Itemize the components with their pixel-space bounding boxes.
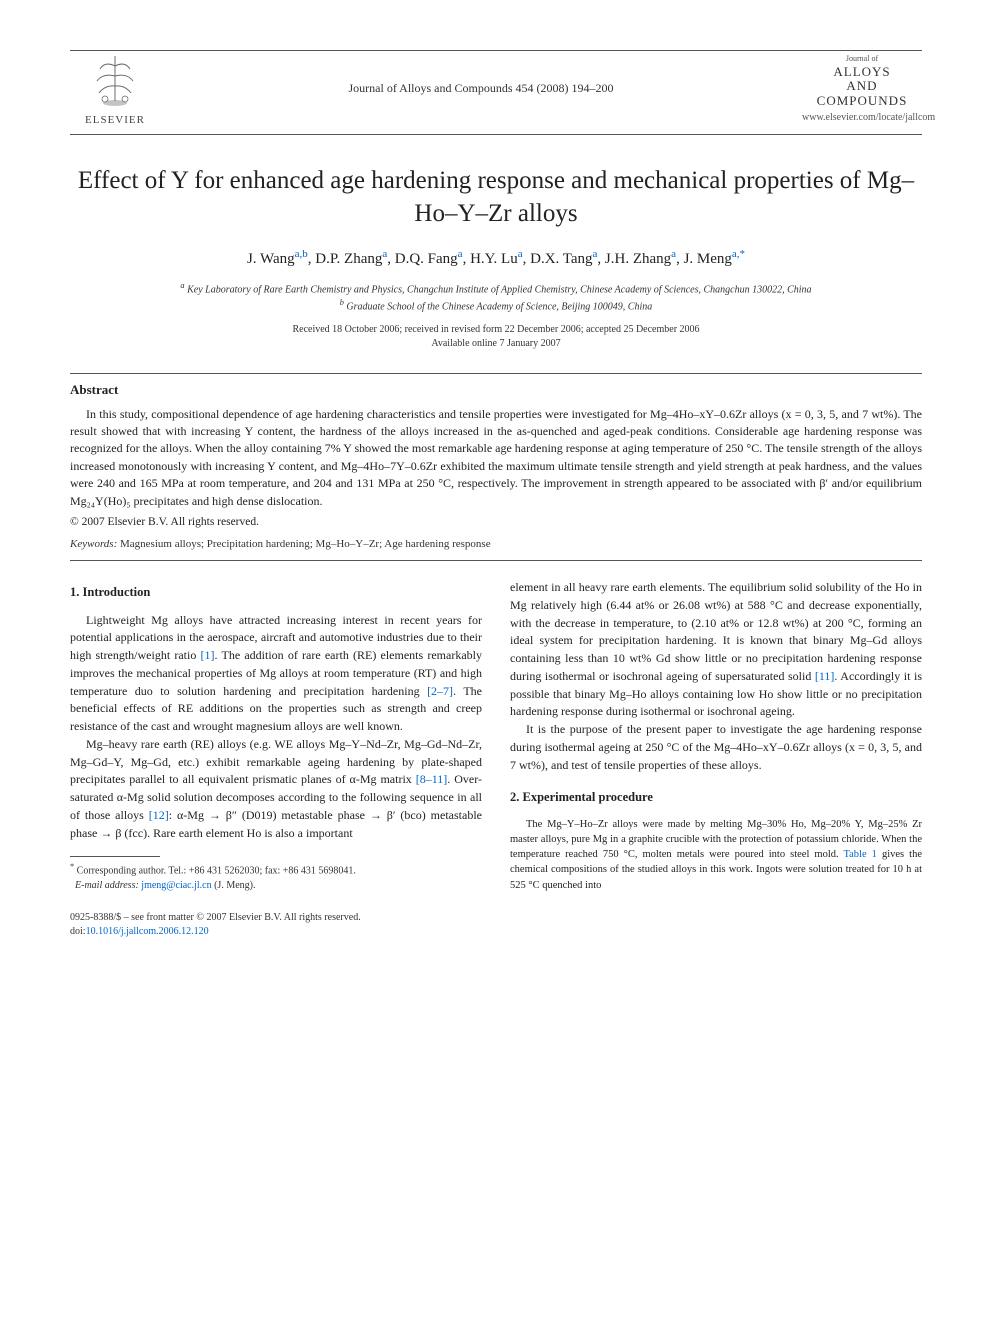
ref-link[interactable]: [11] xyxy=(815,669,835,683)
experimental-body: The Mg–Y–Ho–Zr alloys were made by melti… xyxy=(510,817,922,893)
publisher-name: ELSEVIER xyxy=(85,114,145,126)
publisher-logo: ELSEVIER xyxy=(70,51,160,126)
keywords-text: Magnesium alloys; Precipitation hardenin… xyxy=(120,538,491,550)
col2-para-2: It is the purpose of the present paper t… xyxy=(510,721,922,774)
table-ref[interactable]: Table 1 xyxy=(843,849,876,860)
journal-logo-top: Journal of xyxy=(802,54,922,63)
abstract-heading: Abstract xyxy=(70,382,922,398)
email-label: E-mail address: xyxy=(75,880,139,891)
abstract-top-rule xyxy=(70,373,922,374)
header-row: ELSEVIER Journal of Alloys and Compounds… xyxy=(70,51,922,126)
email-attr: (J. Meng). xyxy=(214,880,255,891)
abstract-bottom-rule xyxy=(70,560,922,561)
body-columns: 1. Introduction Lightweight Mg alloys ha… xyxy=(70,579,922,893)
header-bottom-rule xyxy=(70,134,922,135)
col2-para-1: element in all heavy rare earth elements… xyxy=(510,579,922,721)
ref-link[interactable]: [2–7] xyxy=(427,684,453,698)
affiliation-a: Key Laboratory of Rare Earth Chemistry a… xyxy=(187,284,811,295)
received-line: Received 18 October 2006; received in re… xyxy=(292,324,699,335)
column-right: element in all heavy rare earth elements… xyxy=(510,579,922,893)
corresp-text: Corresponding author. Tel.: +86 431 5262… xyxy=(77,866,356,877)
journal-citation-line: Journal of Alloys and Compounds 454 (200… xyxy=(160,81,802,96)
footnote-rule xyxy=(70,856,160,857)
intro-para-2: Mg–heavy rare earth (RE) alloys (e.g. WE… xyxy=(70,736,482,843)
elsevier-tree-icon xyxy=(85,51,145,111)
abstract-copyright: © 2007 Elsevier B.V. All rights reserved… xyxy=(70,516,922,528)
introduction-heading: 1. Introduction xyxy=(70,583,482,602)
journal-url[interactable]: www.elsevier.com/locate/jallcom xyxy=(802,112,922,123)
article-title: Effect of Y for enhanced age hardening r… xyxy=(70,165,922,230)
article-dates: Received 18 October 2006; received in re… xyxy=(70,323,922,351)
corresp-email[interactable]: jmeng@ciac.jl.cn xyxy=(141,880,211,891)
keywords-line: Keywords: Magnesium alloys; Precipitatio… xyxy=(70,538,922,550)
corresponding-author-footnote: * Corresponding author. Tel.: +86 431 52… xyxy=(70,861,482,892)
intro-para-1: Lightweight Mg alloys have attracted inc… xyxy=(70,612,482,736)
abstract-body: In this study, compositional dependence … xyxy=(70,406,922,510)
ref-link[interactable]: [8–11] xyxy=(416,772,448,786)
bottom-matter: 0925-8388/$ – see front matter © 2007 El… xyxy=(70,911,922,939)
doi-label: doi: xyxy=(70,926,86,937)
abstract-text: In this study, compositional dependence … xyxy=(70,406,922,510)
ref-link[interactable]: [1] xyxy=(201,648,215,662)
journal-logo: Journal of ALLOYSAND COMPOUNDS www.elsev… xyxy=(802,54,922,123)
affiliations: a Key Laboratory of Rare Earth Chemistry… xyxy=(70,280,922,315)
front-matter-line: 0925-8388/$ – see front matter © 2007 El… xyxy=(70,912,361,923)
affiliation-b: Graduate School of the Chinese Academy o… xyxy=(346,302,652,313)
doi-link[interactable]: 10.1016/j.jallcom.2006.12.120 xyxy=(86,926,209,937)
column-left: 1. Introduction Lightweight Mg alloys ha… xyxy=(70,579,482,893)
ref-link[interactable]: [12] xyxy=(149,808,169,822)
online-line: Available online 7 January 2007 xyxy=(431,338,560,349)
authors-line: J. Wanga,b, D.P. Zhanga, D.Q. Fanga, H.Y… xyxy=(70,248,922,268)
journal-logo-main: ALLOYSAND COMPOUNDS xyxy=(802,65,922,108)
experimental-heading: 2. Experimental procedure xyxy=(510,788,922,807)
keywords-label: Keywords: xyxy=(70,538,117,550)
